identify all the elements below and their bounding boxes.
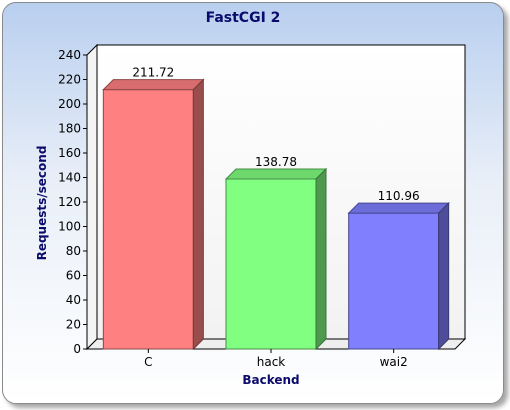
y-tick-label: 240 [58, 48, 81, 62]
x-tick-label: wai2 [380, 355, 408, 369]
y-tick-label: 220 [58, 73, 81, 87]
x-axis-title: Backend [242, 373, 299, 387]
x-tick-label: C [144, 355, 152, 369]
bar-top-wai2 [347, 202, 450, 214]
y-axis-title: Requests/second [35, 146, 49, 261]
bar-chart: FastCGI 2 0 20 40 60 80 100 120 140 160 180 200 220… [35, 10, 467, 387]
bar-top-C [102, 79, 205, 91]
y-tick-label: 180 [58, 122, 81, 136]
bar-value-label: 110.96 [378, 189, 420, 203]
bar-side-C [192, 78, 204, 351]
bar-hack [225, 178, 317, 350]
bar-top-hack [224, 168, 328, 180]
bar-side-hack [315, 167, 327, 351]
y-tick-label: 120 [58, 195, 81, 209]
bar-side-wai2 [438, 201, 450, 351]
y-tick-label: 200 [58, 97, 81, 111]
y-tick-label: 60 [66, 269, 81, 283]
y-tick-label: 20 [66, 318, 81, 332]
plot-side-wall [86, 43, 98, 351]
y-tick-label: 140 [58, 171, 81, 185]
bar-C [102, 89, 194, 350]
x-tick-label: hack [257, 355, 286, 369]
bar-value-label: 211.72 [132, 66, 174, 80]
y-tick-label: 160 [58, 146, 81, 160]
plot-area: 0 20 40 60 80 100 120 140 160 180 200 220 240 211.72 C… [58, 43, 467, 369]
y-tick-label: 40 [66, 293, 81, 307]
chart-card: FastCGI 2 0 20 40 60 80 100 120 140 160 180 200 220… [2, 2, 504, 404]
y-tick-label: 0 [73, 342, 81, 356]
y-tick-label: 100 [58, 220, 81, 234]
y-tick-label: 80 [66, 244, 81, 258]
bar-wai2 [348, 212, 440, 350]
bar-value-label: 138.78 [255, 155, 297, 169]
chart-title: FastCGI 2 [206, 10, 281, 26]
